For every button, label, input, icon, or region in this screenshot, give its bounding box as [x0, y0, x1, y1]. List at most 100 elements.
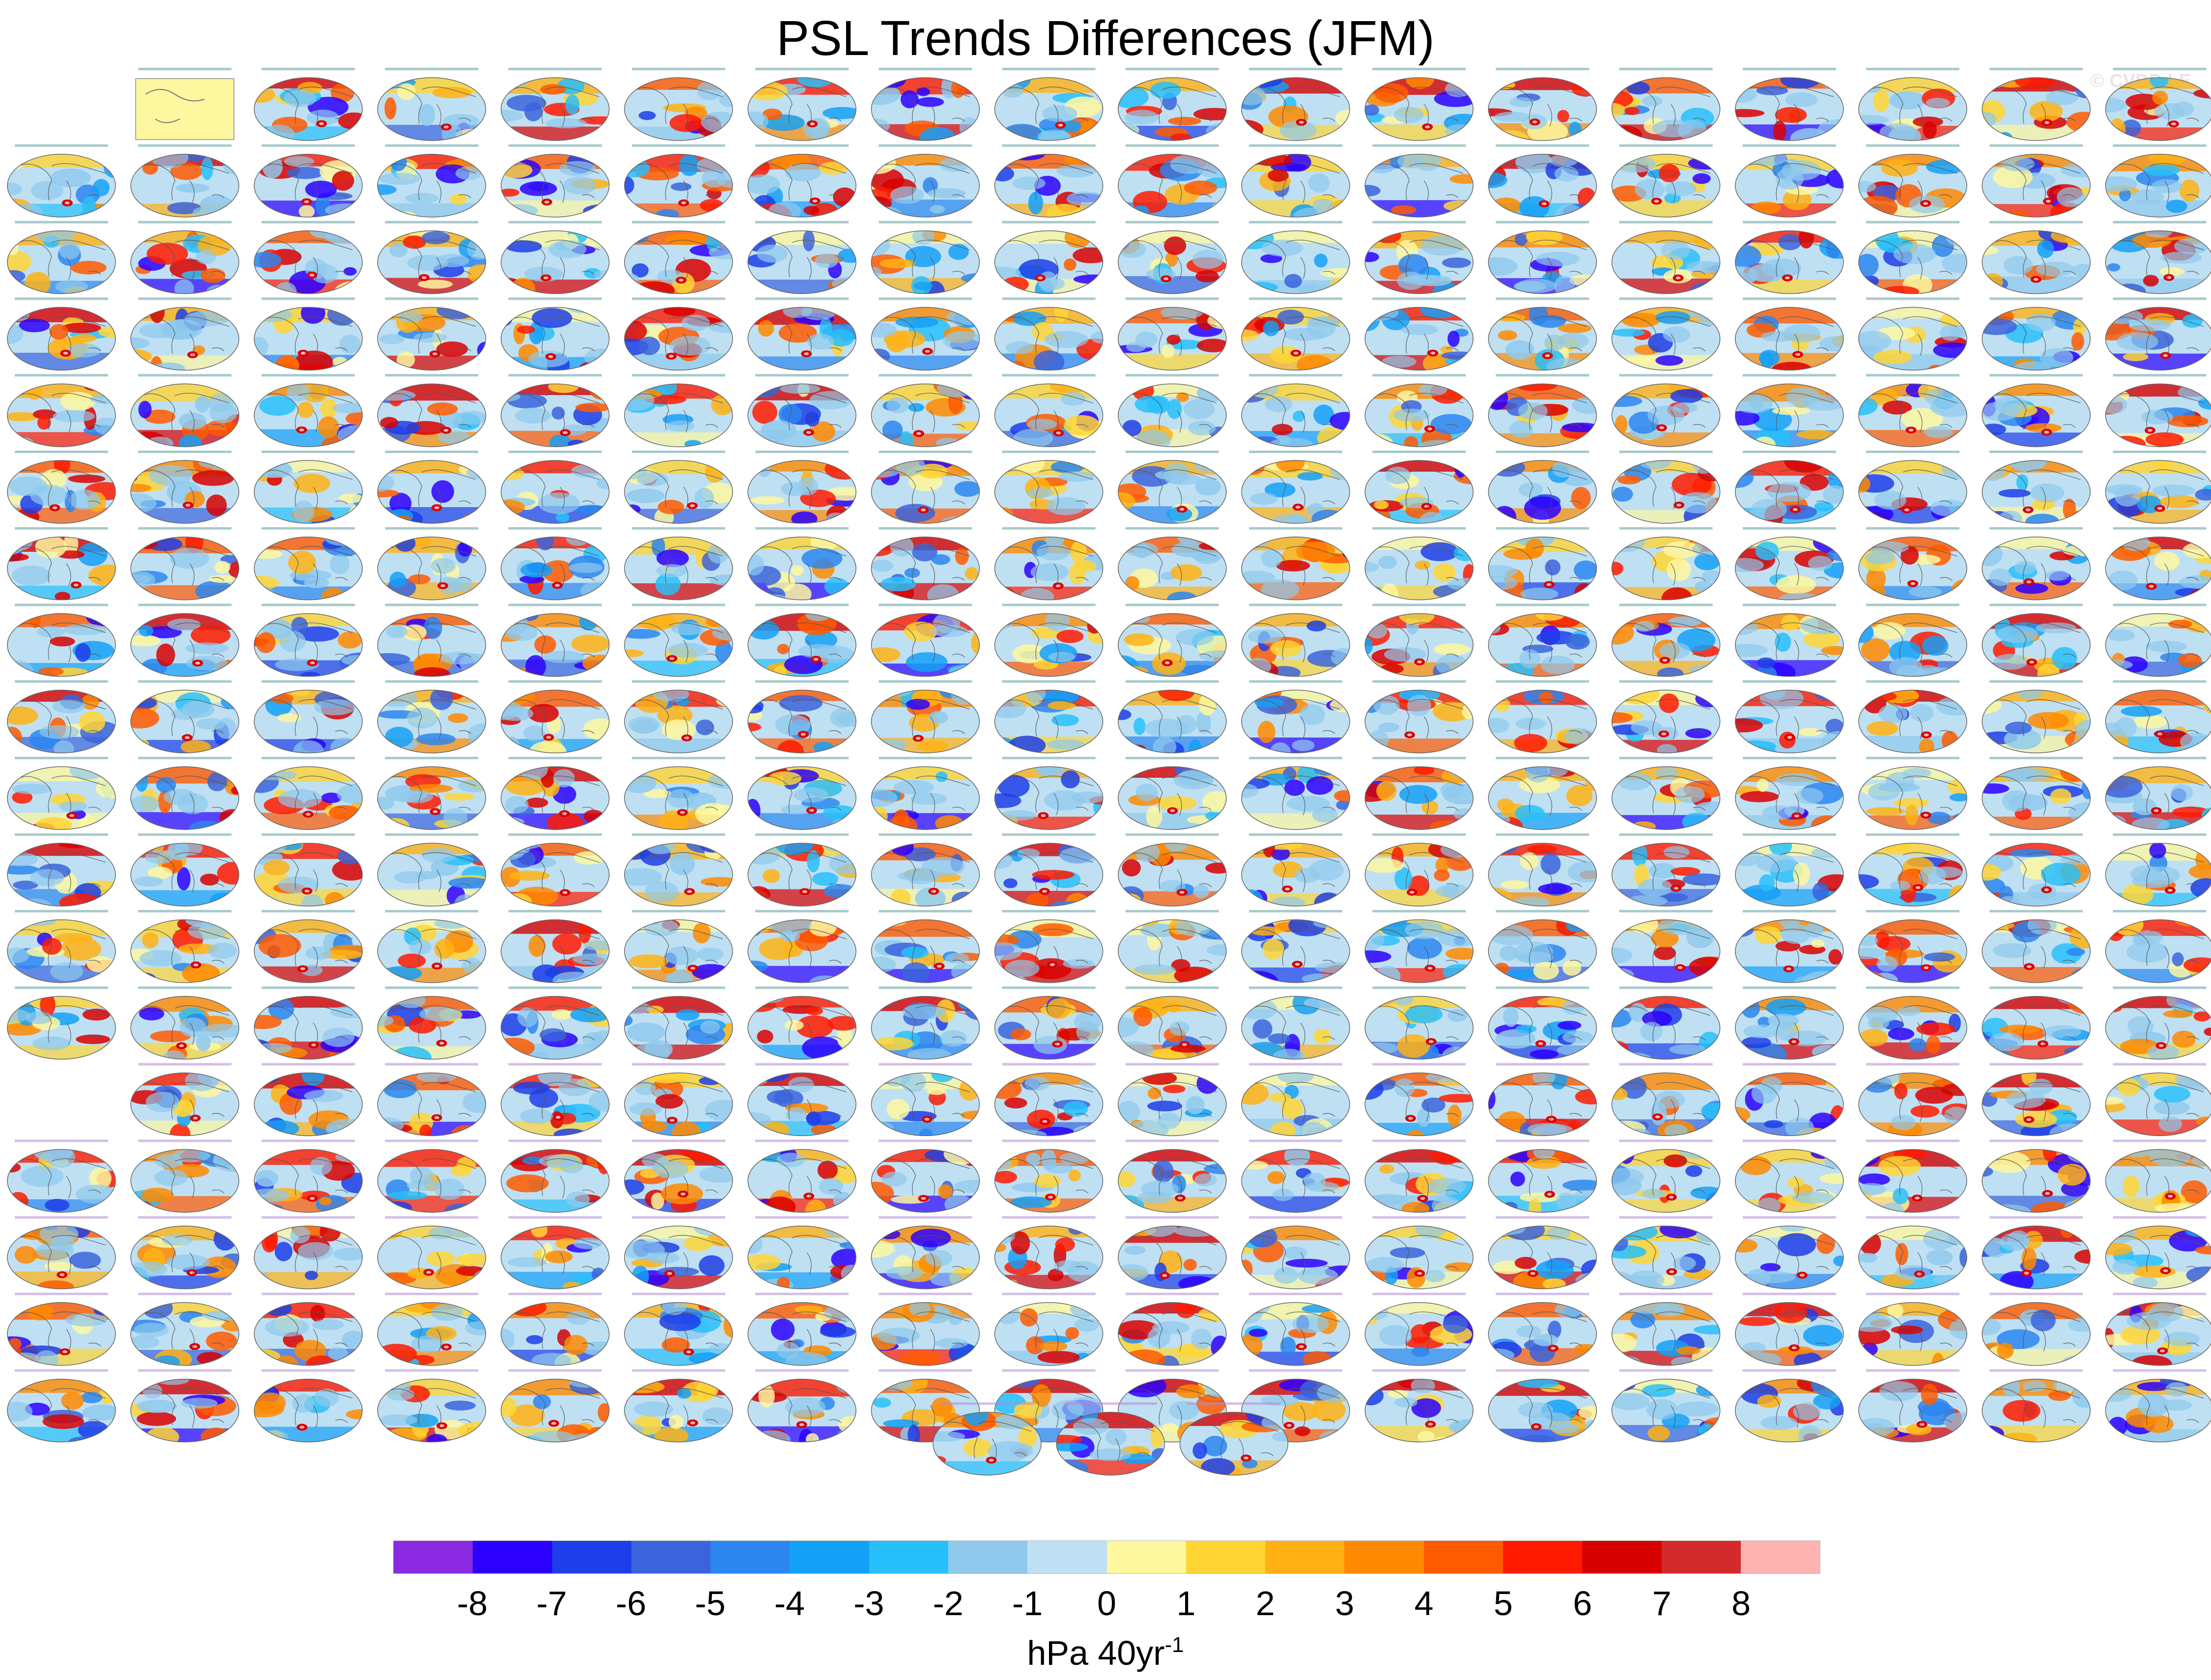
map-panel — [377, 1216, 486, 1289]
map-panel — [1118, 1063, 1227, 1137]
map-border — [994, 613, 1104, 677]
panel-caption — [15, 221, 108, 224]
map-border — [624, 230, 733, 294]
panel-caption — [15, 910, 108, 912]
map-panel — [624, 451, 733, 524]
map-panel — [501, 1292, 610, 1366]
map-border — [130, 1378, 239, 1443]
map-panel — [1488, 833, 1597, 907]
panel-caption — [1002, 1139, 1096, 1142]
map-border — [1858, 460, 1967, 524]
panel-caption — [1187, 1402, 1281, 1405]
map-panel — [1118, 144, 1227, 218]
panel-caption — [1989, 144, 2083, 147]
map-panel — [7, 1292, 116, 1366]
map-border — [2105, 1149, 2211, 1213]
map-border — [377, 1149, 486, 1213]
map-border — [624, 919, 733, 983]
panel-caption — [1125, 833, 1219, 836]
panel-caption — [1619, 1369, 1713, 1372]
panel-caption — [1619, 910, 1713, 912]
panel-caption — [261, 986, 355, 989]
map-border — [1982, 154, 2091, 218]
map-panel — [1982, 144, 2091, 218]
map-panel — [1611, 297, 1721, 371]
map-border — [501, 1072, 610, 1137]
map-border — [254, 843, 363, 907]
map-border — [747, 613, 856, 677]
map-border — [1611, 843, 1721, 907]
map-panel — [1241, 1292, 1350, 1366]
map-panel — [1611, 1369, 1721, 1443]
map-panel — [254, 68, 363, 141]
panel-caption — [1372, 757, 1466, 760]
colorbar-swatch — [948, 1541, 1028, 1573]
panel-caption — [1249, 1063, 1342, 1066]
map-panel — [130, 1063, 239, 1137]
map-panel — [1241, 680, 1350, 754]
panel-caption — [1866, 986, 1959, 989]
panel-caption — [1742, 757, 1836, 760]
panel-caption — [632, 527, 725, 530]
map-border — [1982, 1378, 2091, 1443]
map-border — [2105, 77, 2211, 141]
map-border — [254, 383, 363, 447]
map-border — [871, 537, 980, 600]
panel-caption — [2113, 527, 2207, 530]
map-panel — [7, 144, 116, 218]
panel-caption — [1989, 986, 2083, 989]
map-border — [1611, 1225, 1721, 1289]
panel-caption — [879, 68, 972, 70]
map-panel — [1982, 297, 2091, 371]
colorbar-swatch — [869, 1541, 948, 1573]
map-border — [2105, 307, 2211, 371]
map-border — [254, 919, 363, 983]
map-border — [1611, 154, 1721, 218]
panel-caption — [1496, 68, 1589, 70]
panel-caption — [1372, 297, 1466, 300]
panel-caption — [755, 1216, 849, 1219]
map-panel — [1364, 986, 1474, 1060]
map-border — [254, 460, 363, 524]
map-panel — [1118, 1216, 1227, 1289]
map-panel — [624, 680, 733, 754]
panel-caption — [1989, 1063, 2083, 1066]
map-panel — [1488, 68, 1597, 141]
panel-caption — [879, 833, 972, 836]
panel-caption — [508, 527, 602, 530]
panel-caption — [1742, 1216, 1836, 1219]
map-border — [1364, 919, 1474, 983]
panel-caption — [138, 68, 232, 70]
map-border — [1611, 689, 1721, 754]
map-panel — [2105, 603, 2211, 677]
map-panel — [1364, 1292, 1474, 1366]
map-border — [1488, 613, 1597, 677]
map-panel — [1118, 297, 1227, 371]
map-border — [1364, 307, 1474, 371]
panel-caption — [879, 1216, 972, 1219]
panel-caption — [2113, 757, 2207, 760]
panel-caption — [1496, 833, 1589, 836]
map-panel — [1735, 603, 1844, 677]
units-label: hPa 40yr — [1027, 1634, 1165, 1672]
panel-caption — [138, 1216, 232, 1219]
map-border — [501, 460, 610, 524]
panel-caption — [1125, 374, 1219, 377]
map-border — [1241, 537, 1350, 600]
map-border — [7, 1225, 116, 1289]
panel-caption — [1002, 221, 1096, 224]
map-panel — [1118, 833, 1227, 907]
map-panel — [1118, 680, 1227, 754]
panel-caption — [1496, 451, 1589, 453]
map-border — [1241, 383, 1350, 447]
map-panel — [994, 144, 1104, 218]
map-panel — [7, 680, 116, 754]
map-border — [624, 689, 733, 754]
map-border — [1179, 1412, 1289, 1476]
panel-caption — [1249, 910, 1342, 912]
map-panel — [747, 68, 856, 141]
map-panel — [501, 680, 610, 754]
map-panel — [1982, 603, 2091, 677]
colorbar-swatch — [1106, 1541, 1186, 1573]
map-border — [1858, 843, 1967, 907]
